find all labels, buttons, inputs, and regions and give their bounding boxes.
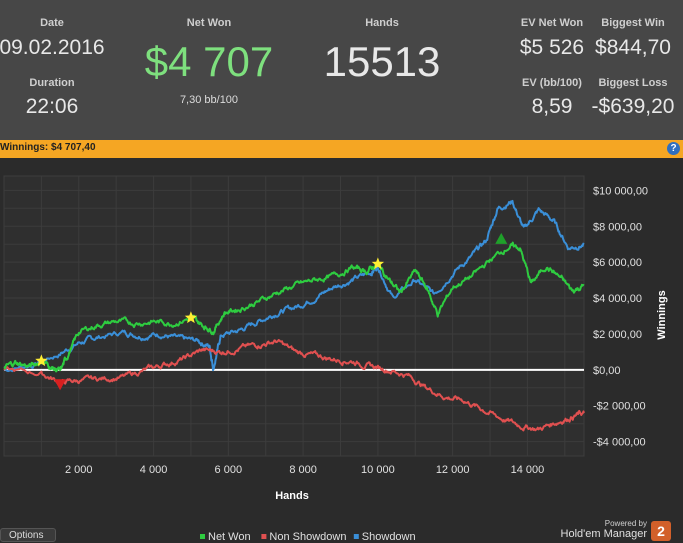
y-tick-label: $6 000,00 [593, 257, 642, 269]
x-tick-label: 4 000 [140, 464, 168, 476]
ev-bb-label: EV (bb/100) [522, 77, 582, 89]
legend-label: Non Showdown [269, 531, 346, 540]
legend-swatch [353, 534, 359, 539]
chart-markers [35, 232, 508, 391]
net-won-value: $4 707 [144, 38, 274, 85]
y-tick-label: -$4 000,00 [593, 437, 646, 449]
powered-by-text: Powered by [604, 519, 647, 528]
biggest-loss-value: -$639,20 [591, 95, 675, 118]
x-tick-label: 10 000 [361, 464, 395, 476]
options-label: Options [9, 530, 44, 541]
series-line-net-won [3, 241, 585, 373]
duration-label: Duration [29, 77, 75, 89]
star-marker [184, 311, 198, 324]
y-tick-label: -$2 000,00 [593, 401, 646, 413]
chart-grid [3, 175, 585, 457]
biggest-loss-label: Biggest Loss [598, 77, 668, 89]
x-tick-labels: 2 000 4 000 6 000 8 000 10 000 12 000 14 000 [65, 464, 544, 476]
chart-legend: Net Won Non Showdown Showdown [200, 531, 416, 540]
star-marker [371, 257, 385, 270]
brand-logo-icon: 2 [651, 521, 671, 541]
series-line-showdown [3, 199, 585, 373]
biggest-win-label: Biggest Win [601, 17, 665, 29]
winnings-bar: Winnings: $4 707,40 ? [0, 140, 683, 158]
x-tick-label: 2 000 [65, 464, 93, 476]
y-axis-label: Winnings [656, 290, 668, 339]
biggest-win-value: $844,70 [595, 36, 671, 59]
duration-value: 22:06 [25, 95, 79, 118]
x-tick-label: 14 000 [511, 464, 545, 476]
legend-label: Showdown [362, 531, 416, 540]
chart-series [3, 199, 585, 432]
help-icon[interactable]: ? [667, 142, 680, 155]
x-tick-label: 12 000 [436, 464, 470, 476]
min-marker [54, 379, 67, 391]
date-label: Date [40, 17, 64, 29]
y-tick-label: $4 000,00 [593, 293, 642, 305]
hands-value: 15513 [323, 38, 441, 85]
x-axis-label: Hands [275, 490, 309, 502]
max-marker [495, 232, 508, 244]
legend-label: Net Won [208, 531, 251, 540]
ev-net-won-label: EV Net Won [520, 17, 584, 29]
ev-net-won-value: $5 526 [519, 36, 585, 59]
y-tick-label: $8 000,00 [593, 221, 642, 233]
winnings-chart: 2 000 4 000 6 000 8 000 10 000 12 000 14 000 $… [0, 158, 683, 540]
legend-swatch [200, 534, 205, 539]
net-won-label: Net Won [186, 17, 232, 29]
x-tick-label: 6 000 [215, 464, 243, 476]
chart-svg: 2 000 4 000 6 000 8 000 10 000 12 000 14 000 $… [0, 158, 683, 540]
date-value: 09.02.2016 [0, 36, 105, 59]
series-line-non-showdown [3, 339, 585, 432]
ev-bb-value: 8,59 [531, 95, 573, 118]
winnings-value: $4 707,40 [51, 142, 96, 153]
y-tick-labels: $10 000,00 $8 000,00 $6 000,00 $4 000,00 $2 … [593, 185, 648, 448]
y-tick-label: $10 000,00 [593, 185, 648, 197]
legend-swatch [261, 534, 267, 539]
x-tick-label: 8 000 [289, 464, 317, 476]
y-tick-label: $0,00 [593, 365, 621, 377]
y-tick-label: $2 000,00 [593, 329, 642, 341]
winnings-text: Winnings: $4 707,40 [0, 142, 96, 153]
net-won-bb: 7,30 bb/100 [179, 94, 239, 106]
star-marker [35, 354, 48, 367]
winnings-label: Winnings: [0, 142, 49, 153]
brand-name: Hold'em Manager [560, 528, 647, 540]
hands-label: Hands [365, 17, 399, 29]
stats-panel: Date 09.02.2016 Duration 22:06 Net Won $… [0, 0, 683, 140]
